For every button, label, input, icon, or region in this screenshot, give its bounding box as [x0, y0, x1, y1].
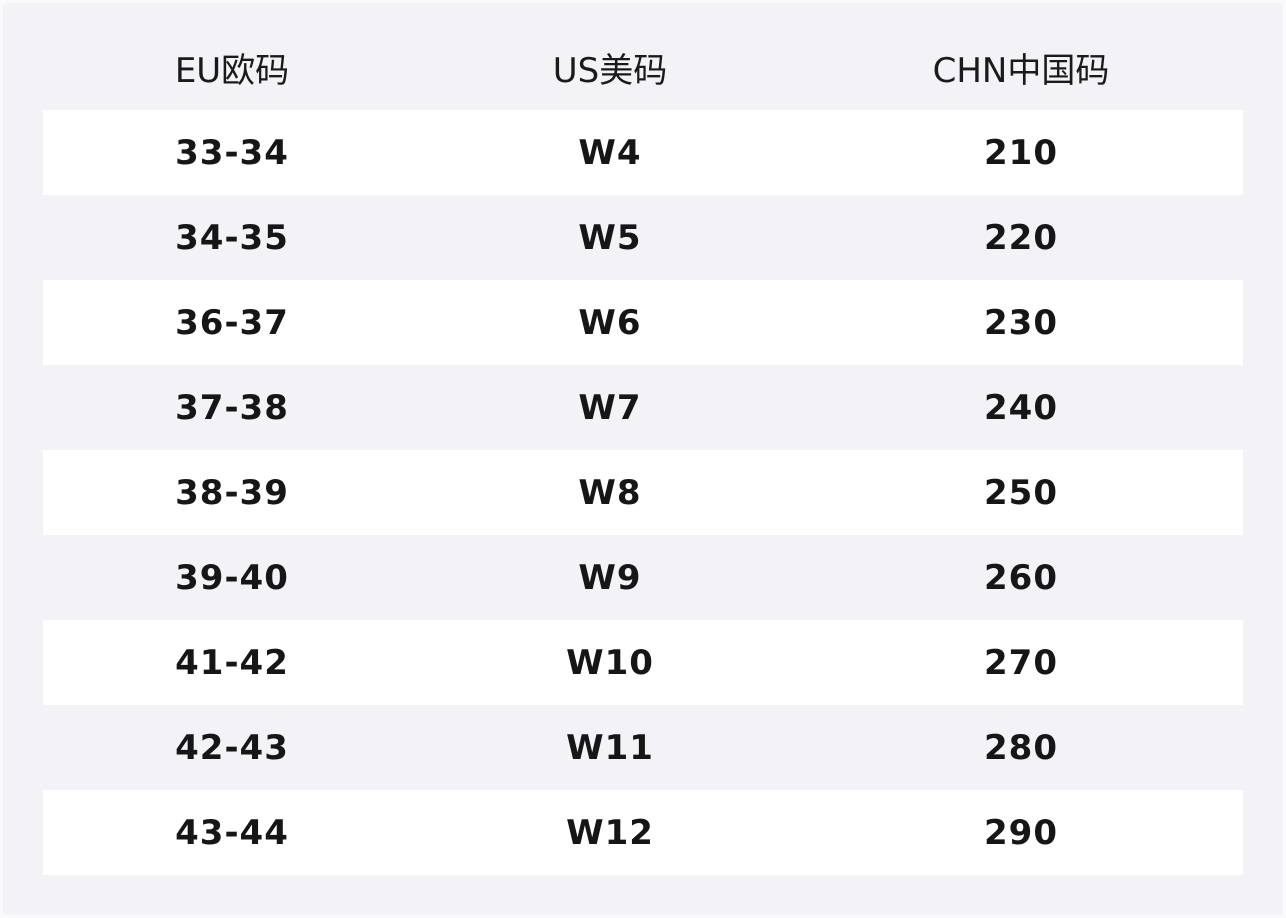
table-cell: W7	[578, 387, 642, 428]
table-cell: 42-43	[175, 727, 289, 768]
table-row: 43-44 W12 290	[43, 790, 1243, 875]
table-row: 38-39 W8 250	[43, 450, 1243, 535]
table-row: 39-40 W9 260	[43, 535, 1243, 620]
table-cell: 280	[984, 727, 1058, 768]
table-cell: 36-37	[175, 302, 289, 343]
table-cell: 34-35	[175, 217, 289, 258]
table-cell: 240	[984, 387, 1058, 428]
header-row: EU欧码 US美码 CHN中国码	[43, 25, 1243, 110]
table-cell: W5	[578, 217, 642, 258]
table-cell: 230	[984, 302, 1058, 343]
table-cell: 37-38	[175, 387, 289, 428]
header-cell: EU欧码	[174, 51, 290, 91]
table-row: 41-42 W10 270	[43, 620, 1243, 705]
table-cell: 33-34	[175, 132, 289, 173]
table-cell: 38-39	[175, 472, 289, 513]
table-cell: W8	[578, 472, 642, 513]
size-table: EU欧码 US美码 CHN中国码 33-34 W4 210 34-35 W5 220 36-…	[3, 3, 1283, 915]
table-cell: 43-44	[175, 812, 289, 853]
table-row: 34-35 W5 220	[43, 195, 1243, 280]
table-row: 42-43 W11 280	[43, 705, 1243, 790]
table-cell: 270	[984, 642, 1058, 683]
table-cell: 250	[984, 472, 1058, 513]
table-cell: W6	[578, 302, 642, 343]
table-cell: 210	[984, 132, 1058, 173]
table-cell: W11	[566, 727, 654, 768]
table-row: 33-34 W4 210	[43, 110, 1243, 195]
table-cell: W9	[578, 557, 642, 598]
table-row: 37-38 W7 240	[43, 365, 1243, 450]
table-cell: 220	[984, 217, 1058, 258]
table-cell: 260	[984, 557, 1058, 598]
header-cell: US美码	[552, 51, 668, 91]
table-cell: W4	[578, 132, 642, 173]
table-cell: W10	[566, 642, 654, 683]
table-cell: 41-42	[175, 642, 289, 683]
table-cell: 290	[984, 812, 1058, 853]
table-cell: W12	[566, 812, 654, 853]
table-row: 36-37 W6 230	[43, 280, 1243, 365]
header-cell: CHN中国码	[932, 51, 1110, 91]
table-cell: 39-40	[175, 557, 289, 598]
